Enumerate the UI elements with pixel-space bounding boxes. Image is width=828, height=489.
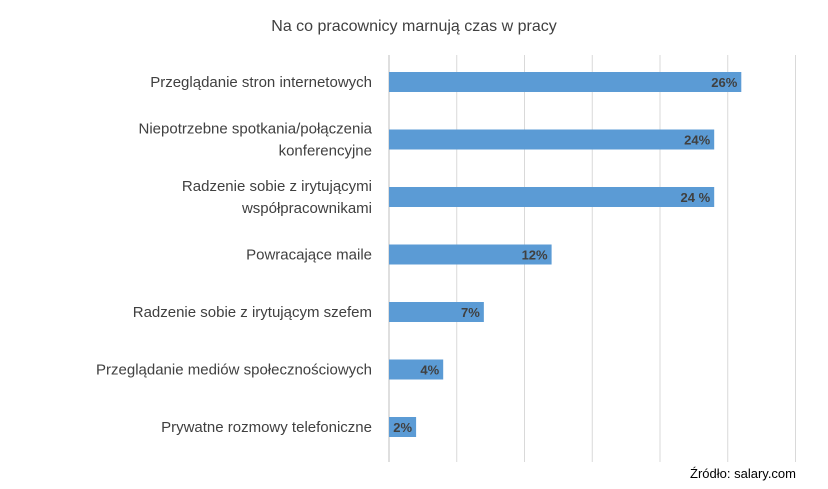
bar xyxy=(389,417,417,437)
bar xyxy=(389,359,444,380)
data-label: 12% xyxy=(522,248,548,263)
bar xyxy=(389,302,484,322)
bar xyxy=(389,187,715,207)
data-label: 26% xyxy=(711,75,737,90)
category-label: Radzenie sobie z irytującym szefem xyxy=(133,304,372,321)
source-note: Źródło: salary.com xyxy=(690,466,796,481)
bar xyxy=(389,72,742,92)
data-label: 24% xyxy=(684,133,710,148)
data-label: 7% xyxy=(461,305,480,320)
data-label: 4% xyxy=(420,363,439,378)
category-label: Niepotrzebne spotkania/połączenia xyxy=(139,121,373,138)
data-label: 2% xyxy=(393,420,412,435)
category-label: współpracownikami xyxy=(241,200,372,217)
category-label: Radzenie sobie z irytującymi xyxy=(182,178,372,195)
category-label: Przeglądanie stron internetowych xyxy=(150,74,372,91)
category-label: Powracające maile xyxy=(246,247,372,264)
bar xyxy=(389,244,552,265)
category-label: konferencyjne xyxy=(279,143,372,160)
chart-title: Na co pracownicy marnują czas w pracy xyxy=(271,18,557,35)
data-label: 24 % xyxy=(681,190,711,205)
category-label: Przeglądanie mediów społecznościowych xyxy=(96,362,372,379)
bar xyxy=(389,129,715,150)
category-label: Prywatne rozmowy telefoniczne xyxy=(161,419,372,436)
